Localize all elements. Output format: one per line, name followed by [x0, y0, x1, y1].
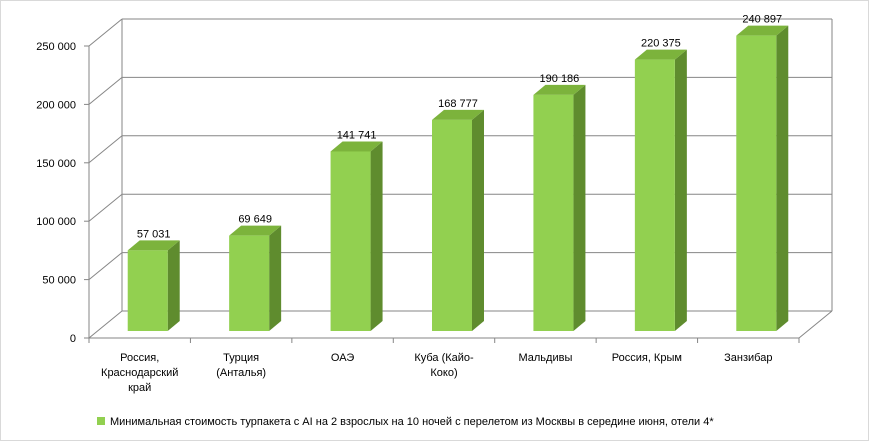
gridline-diagonal — [88, 193, 123, 222]
y-tick-label: 250 000 — [36, 41, 76, 53]
data-label: 168 777 — [438, 98, 478, 110]
gridline-diagonal — [88, 135, 123, 164]
bar-top — [432, 109, 484, 120]
x-tick-label: Мальдивы — [518, 352, 572, 364]
bar — [634, 59, 675, 332]
x-tick-label: ОАЭ — [331, 352, 354, 364]
gridline-diagonal — [88, 77, 123, 105]
bar-top — [736, 25, 789, 36]
data-label: 190 186 — [540, 73, 580, 85]
bar-side — [269, 225, 282, 331]
gridline-diagonal — [88, 310, 123, 339]
data-label: 57 031 — [137, 228, 171, 240]
x-tick-label: край — [128, 382, 151, 394]
bar — [229, 235, 270, 331]
bar-side — [674, 49, 687, 332]
y-tick-label: 100 000 — [36, 216, 76, 228]
floor-right-edge — [798, 310, 833, 339]
bar — [432, 119, 472, 331]
x-tick-label: Турция — [223, 352, 259, 364]
bar — [533, 94, 574, 331]
data-label: 240 897 — [742, 14, 782, 26]
legend-label: Минимальная стоимость турпакета с AI на … — [110, 416, 714, 428]
data-label: 220 375 — [641, 38, 681, 50]
bar — [736, 35, 777, 332]
bar-top — [533, 84, 586, 95]
y-tick-label: 0 — [70, 333, 76, 345]
data-label: 69 649 — [238, 214, 272, 226]
gridline-diagonal — [88, 18, 123, 47]
y-tick-label: 200 000 — [36, 99, 76, 111]
bar-side — [573, 84, 586, 331]
bar-top — [330, 141, 383, 152]
bar-top — [229, 225, 282, 236]
x-tick-label: Краснодарский — [101, 367, 178, 379]
bar-side — [167, 240, 180, 331]
bar-side — [776, 25, 789, 332]
x-tick-label: Куба (Кайо- — [414, 352, 474, 364]
legend-swatch — [97, 417, 105, 425]
x-tick-label: Россия, — [120, 352, 159, 364]
bar-top — [127, 240, 180, 251]
bar — [127, 250, 168, 331]
x-tick-label: Коко) — [430, 367, 457, 379]
x-tick-label: Занзибар — [724, 352, 772, 364]
bar — [330, 151, 371, 331]
y-tick-label: 150 000 — [36, 158, 76, 170]
bar-side — [472, 109, 484, 331]
bar-top — [634, 49, 687, 60]
x-tick-label: Россия, Крым — [612, 352, 682, 364]
data-label: 141 741 — [337, 129, 377, 141]
bar-side — [370, 141, 383, 331]
y-tick-label: 50 000 — [42, 275, 76, 287]
x-tick-label: (Анталья) — [216, 367, 266, 379]
gridline-diagonal — [88, 252, 123, 280]
